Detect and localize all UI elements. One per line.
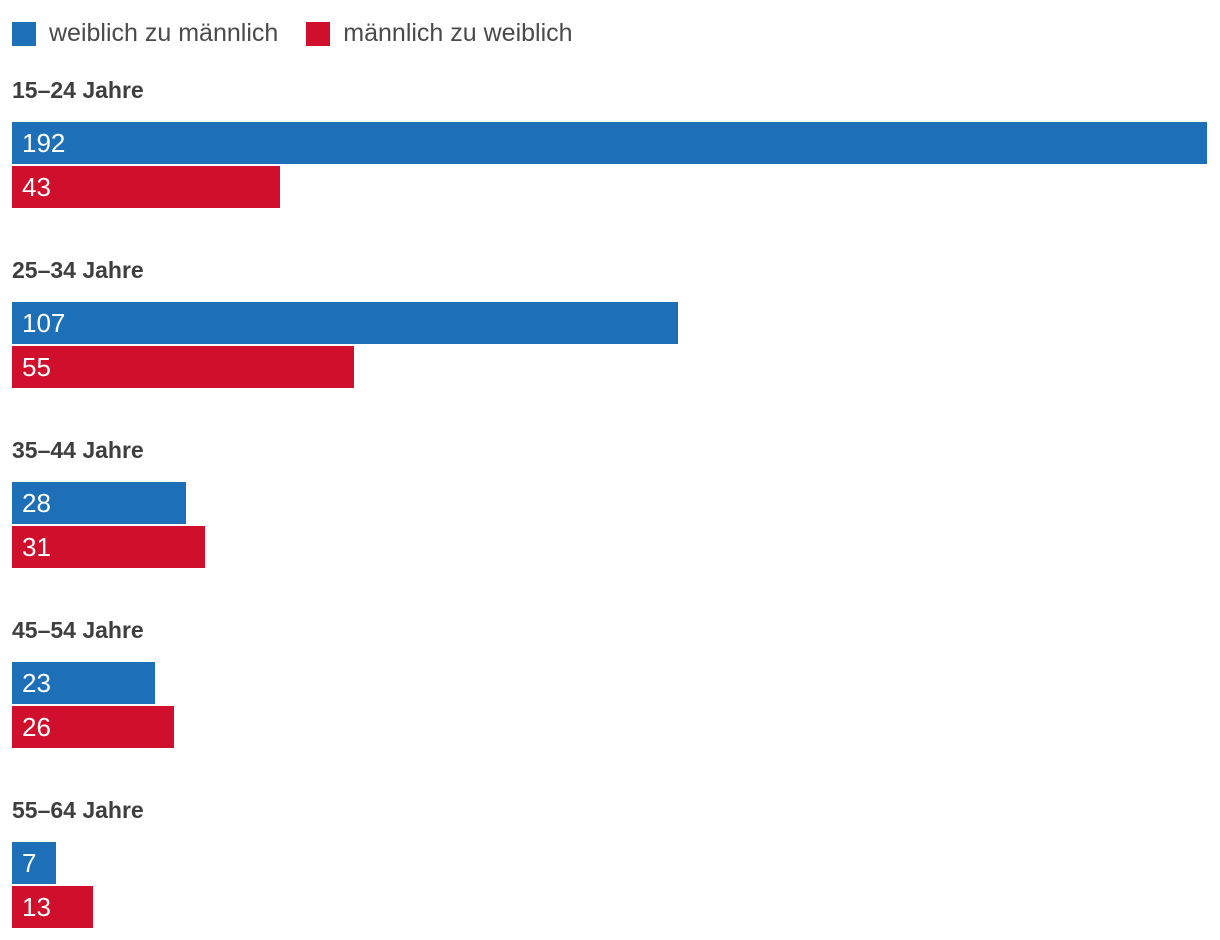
age-group: 15–24 Jahre 192 43	[12, 79, 1207, 208]
age-group-title: 25–34 Jahre	[12, 257, 144, 283]
bar-maennlich-zu-weiblich: 13	[12, 886, 93, 928]
age-group: 25–34 Jahre 107 55	[12, 259, 1207, 388]
bar-value-label: 26	[22, 712, 51, 742]
age-group-title: 55–64 Jahre	[12, 797, 144, 823]
bar-weiblich-zu-maennlich: 107	[12, 302, 678, 344]
bar-maennlich-zu-weiblich: 26	[12, 706, 174, 748]
bar-value-label: 28	[22, 488, 51, 518]
bar-weiblich-zu-maennlich: 192	[12, 122, 1207, 164]
legend-swatch-red-icon	[306, 21, 331, 46]
age-group: 35–44 Jahre 28 31	[12, 439, 1207, 568]
groups: 15–24 Jahre 192 43 25–34 Jahre 107 55 35–44 Ja…	[12, 79, 1207, 928]
legend-label: weiblich zu männlich	[49, 19, 279, 47]
bar-weiblich-zu-maennlich: 28	[12, 482, 187, 524]
age-group: 45–54 Jahre 23 26	[12, 619, 1207, 748]
bar-value-label: 31	[22, 532, 51, 562]
bar-weiblich-zu-maennlich: 23	[12, 662, 156, 704]
legend-item-maennlich-zu-weiblich: männlich zu weiblich	[306, 19, 573, 47]
legend: weiblich zu männlich männlich zu weiblic…	[12, 21, 1207, 46]
bar-value-label: 23	[22, 668, 51, 698]
age-group-title: 45–54 Jahre	[12, 617, 144, 643]
age-group: 55–64 Jahre 7 13	[12, 799, 1207, 928]
bar-maennlich-zu-weiblich: 43	[12, 166, 280, 208]
legend-label: männlich zu weiblich	[343, 19, 573, 47]
bar-value-label: 7	[22, 848, 37, 878]
bar-value-label: 55	[22, 352, 51, 382]
age-group-title: 35–44 Jahre	[12, 437, 144, 463]
bar-maennlich-zu-weiblich: 31	[12, 526, 205, 568]
bar-weiblich-zu-maennlich: 7	[12, 842, 56, 884]
legend-item-weiblich-zu-maennlich: weiblich zu männlich	[12, 21, 278, 46]
age-group-title: 15–24 Jahre	[12, 77, 144, 103]
bar-value-label: 43	[22, 172, 51, 202]
bar-value-label: 13	[22, 892, 51, 922]
bar-value-label: 192	[22, 128, 66, 158]
legend-swatch-blue-icon	[12, 21, 36, 46]
bar-maennlich-zu-weiblich: 55	[12, 346, 355, 388]
bar-value-label: 107	[22, 308, 66, 338]
